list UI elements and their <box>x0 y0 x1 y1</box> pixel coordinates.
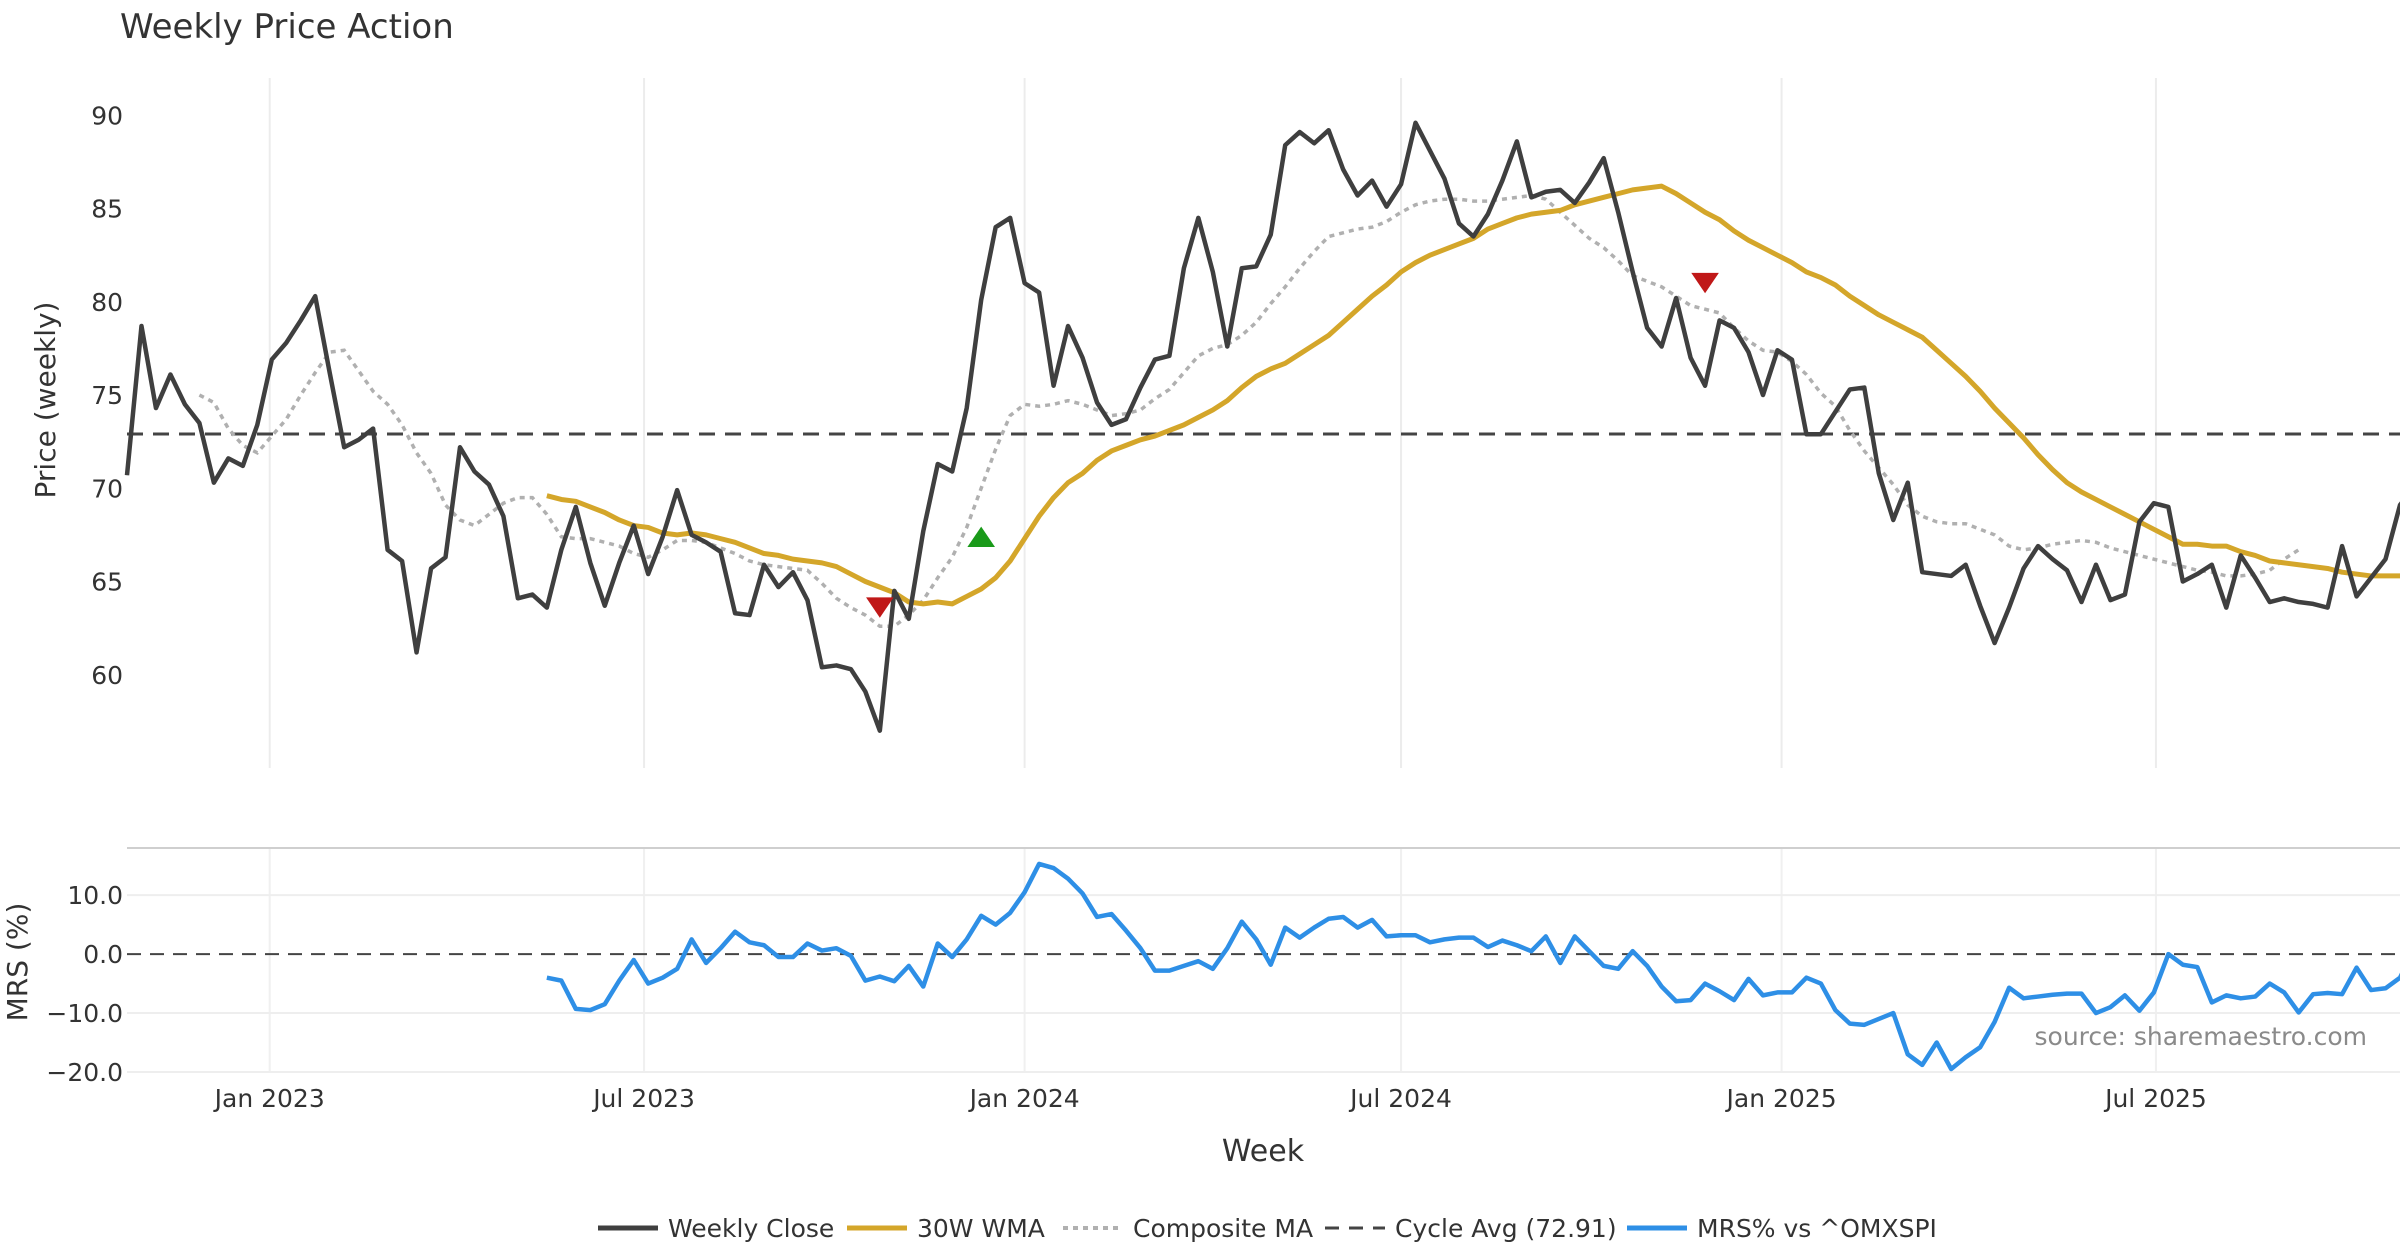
watermark: source: sharemaestro.com <box>2035 1022 2368 1051</box>
x-tick-label: Jan 2025 <box>1725 1084 1837 1113</box>
price-y-tick-label: 80 <box>91 288 123 317</box>
price-series <box>124 120 2400 733</box>
price-y-tick-label: 70 <box>91 474 123 503</box>
price-y-axis-label: Price (weekly) <box>29 302 62 499</box>
signal-markers <box>866 272 1719 618</box>
mrs-y-tick-label: 0.0 <box>83 940 123 969</box>
series-composite-ma <box>198 193 2300 629</box>
mrs-grid <box>127 848 2400 1073</box>
series-30w-wma <box>546 183 2400 607</box>
legend-label: Cycle Avg (72.91) <box>1395 1214 1617 1243</box>
mrs-y-tick-label: −10.0 <box>46 999 123 1028</box>
price-grid <box>268 78 2157 768</box>
mrs-y-tick-label: −20.0 <box>46 1058 123 1087</box>
x-tick-label: Jan 2023 <box>213 1084 325 1113</box>
price-y-tick-label: 60 <box>91 661 123 690</box>
price-y-tick-label: 65 <box>91 568 123 597</box>
sell-signal-marker <box>1691 272 1719 294</box>
mrs-y-tick-label: 10.0 <box>67 881 123 910</box>
x-ticks: Jan 2023 Jul 2023 Jan 2024 Jul 2024 Jan 2025… <box>213 1084 2207 1113</box>
legend: Weekly Close 30W WMA Composite MA Cycle Avg… <box>598 1214 1937 1243</box>
chart-title: Weekly Price Action <box>120 7 454 47</box>
legend-label: 30W WMA <box>917 1214 1045 1243</box>
price-y-tick-label: 85 <box>91 195 123 224</box>
legend-label: Composite MA <box>1133 1214 1313 1243</box>
legend-label: Weekly Close <box>668 1214 834 1243</box>
buy-signal-marker <box>967 526 995 548</box>
x-tick-label: Jan 2024 <box>968 1084 1080 1113</box>
x-tick-label: Jul 2025 <box>2103 1084 2207 1113</box>
series-weekly-close <box>124 120 2400 733</box>
mrs-y-ticks: 10.0 0.0 −10.0 −20.0 <box>46 881 123 1087</box>
x-tick-label: Jul 2023 <box>591 1084 695 1113</box>
mrs-series <box>127 861 2400 1072</box>
sell-signal-marker <box>866 597 894 618</box>
x-tick-label: Jul 2024 <box>1348 1084 1452 1113</box>
price-y-tick-label: 90 <box>91 101 123 130</box>
price-y-tick-label: 75 <box>91 381 123 410</box>
legend-label: MRS% vs ^OMXSPI <box>1697 1214 1937 1243</box>
x-axis-label: Week <box>1222 1134 1305 1169</box>
mrs-y-axis-label: MRS (%) <box>1 903 34 1022</box>
series-mrs <box>546 861 2400 1072</box>
price-y-ticks: 60 65 70 75 80 85 90 <box>91 101 123 689</box>
